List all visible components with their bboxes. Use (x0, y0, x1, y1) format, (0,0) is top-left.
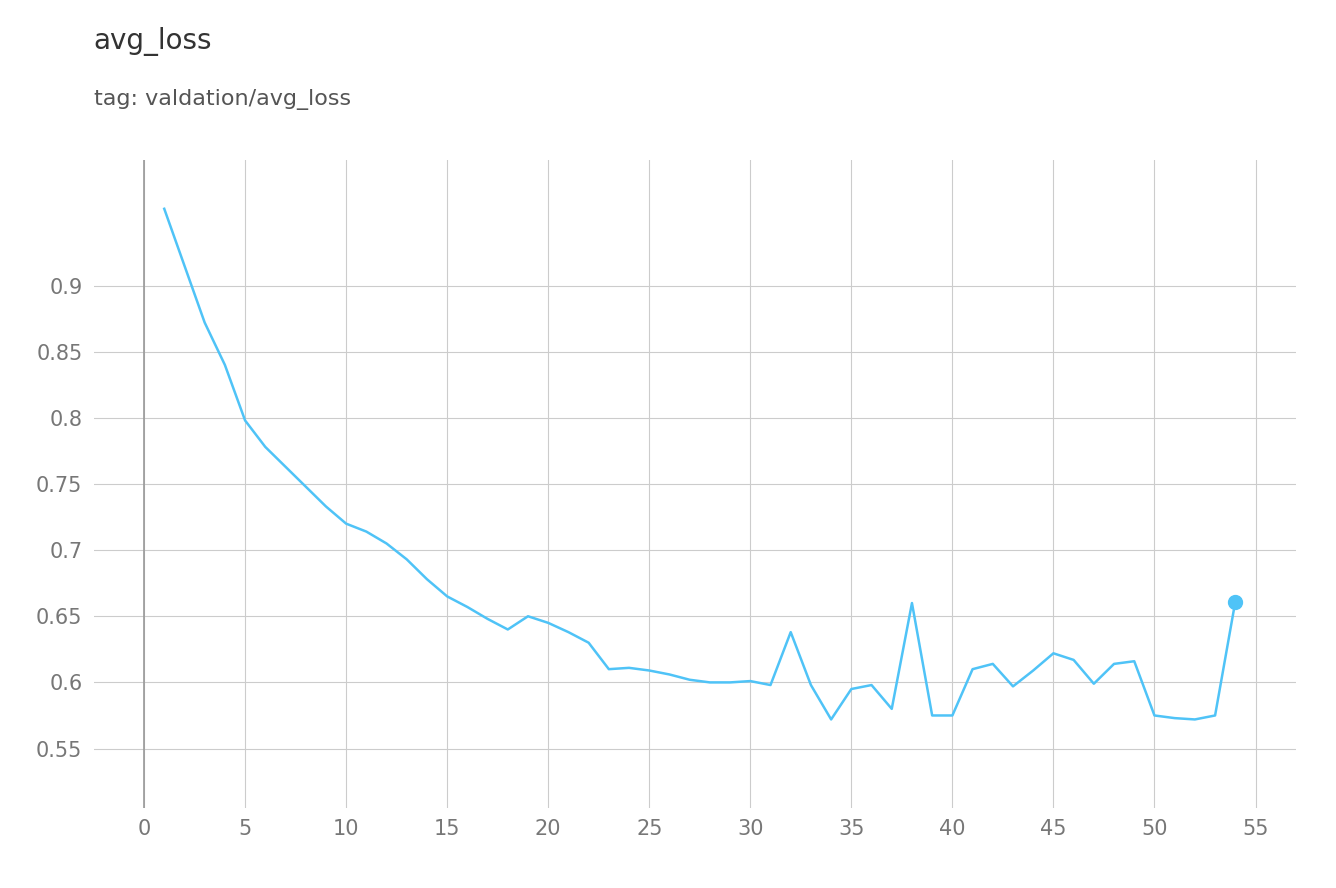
Text: avg_loss: avg_loss (94, 27, 212, 56)
Text: tag: valdation/avg_loss: tag: valdation/avg_loss (94, 89, 350, 110)
